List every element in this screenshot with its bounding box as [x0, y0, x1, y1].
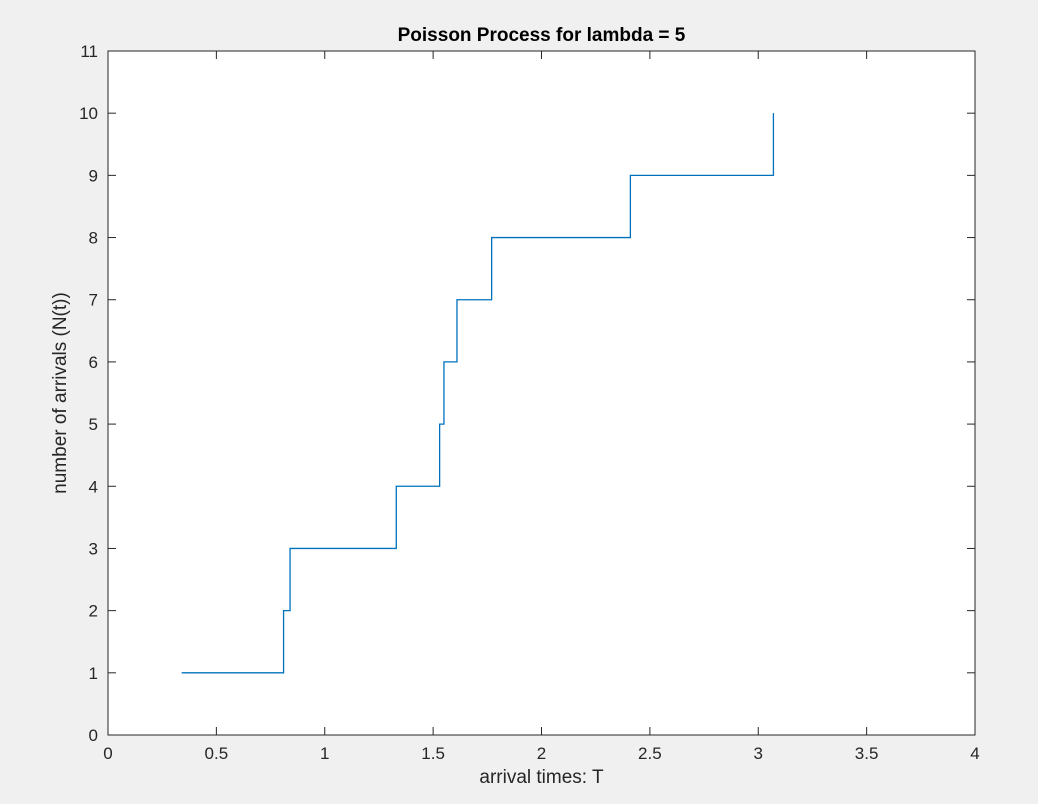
y-tick-label: 9 — [89, 166, 98, 185]
x-axis-ticks: 0 0.5 1 1.5 2 2.5 3 3.5 4 — [103, 51, 980, 763]
x-tick-label: 3.5 — [855, 744, 879, 763]
y-axis-label: number of arrivals (N(t)) — [50, 292, 71, 494]
y-tick-label: 10 — [79, 104, 98, 123]
chart-title: Poisson Process for lambda = 5 — [398, 25, 686, 46]
x-tick-label: 3 — [754, 744, 763, 763]
y-tick-label: 4 — [89, 477, 98, 496]
y-tick-label: 1 — [89, 664, 98, 683]
data-series — [181, 113, 775, 674]
y-tick-label: 5 — [89, 415, 98, 434]
x-axis-label: arrival times: T — [479, 767, 604, 788]
y-axis-ticks: 0 1 2 3 4 5 6 7 8 9 10 11 — [79, 42, 975, 745]
y-tick-label: 6 — [89, 353, 98, 372]
plot-area — [108, 51, 975, 735]
y-tick-label: 3 — [89, 539, 98, 558]
y-tick-label: 8 — [89, 229, 98, 248]
x-tick-label: 2.5 — [638, 744, 662, 763]
plot-frame — [107, 50, 976, 736]
y-tick-label: 7 — [89, 291, 98, 310]
series-step-line — [181, 113, 775, 674]
y-tick-label: 11 — [80, 42, 98, 61]
y-tick-label: 0 — [89, 726, 98, 745]
y-tick-label: 2 — [89, 602, 98, 621]
x-tick-label: 1.5 — [421, 744, 445, 763]
x-tick-label: 1 — [320, 744, 329, 763]
x-tick-label: 0 — [103, 744, 112, 763]
x-tick-label: 4 — [970, 744, 979, 763]
x-tick-label: 0.5 — [205, 744, 229, 763]
x-tick-label: 2 — [537, 744, 546, 763]
